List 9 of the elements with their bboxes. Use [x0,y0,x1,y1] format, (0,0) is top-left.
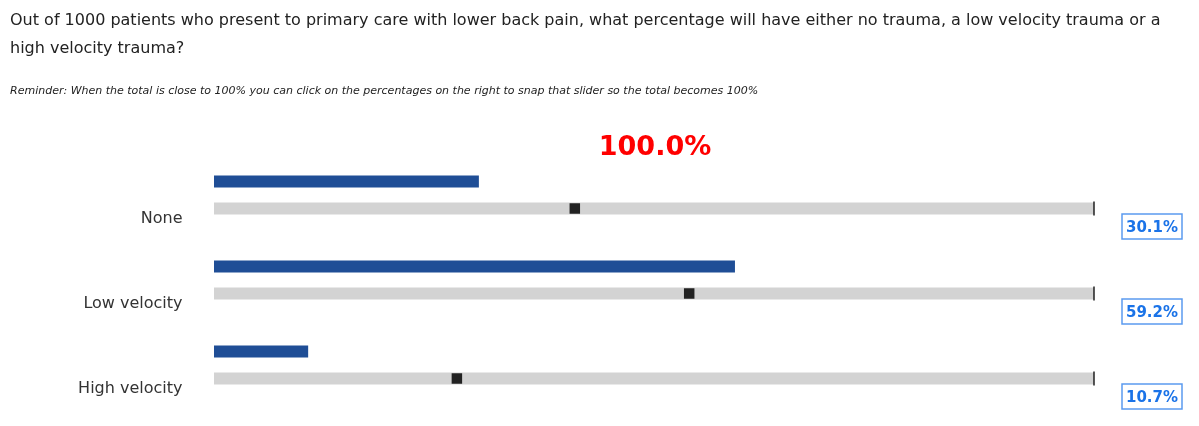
data-label: 30.1% [1125,217,1179,236]
text: 100.0% [597,130,713,161]
chart-subtitle: Reminder: When the total is close to 100% you can click on the percentages on the right to snap that slider so the total becomes 100% [10,84,759,97]
y-tick-label: None [140,207,183,227]
data-label: 59.2% [1125,302,1179,321]
chart-title: Out of 1000 patients who present to primary care with lower back pain, what percentage will have either no trauma, a low velocity trauma or a high velocity trauma? [10,9,1162,59]
y-tick-label: Low velocity [83,292,183,312]
y-tick-label: High velocity [78,377,183,397]
data-label: 10.7% [1125,387,1179,406]
